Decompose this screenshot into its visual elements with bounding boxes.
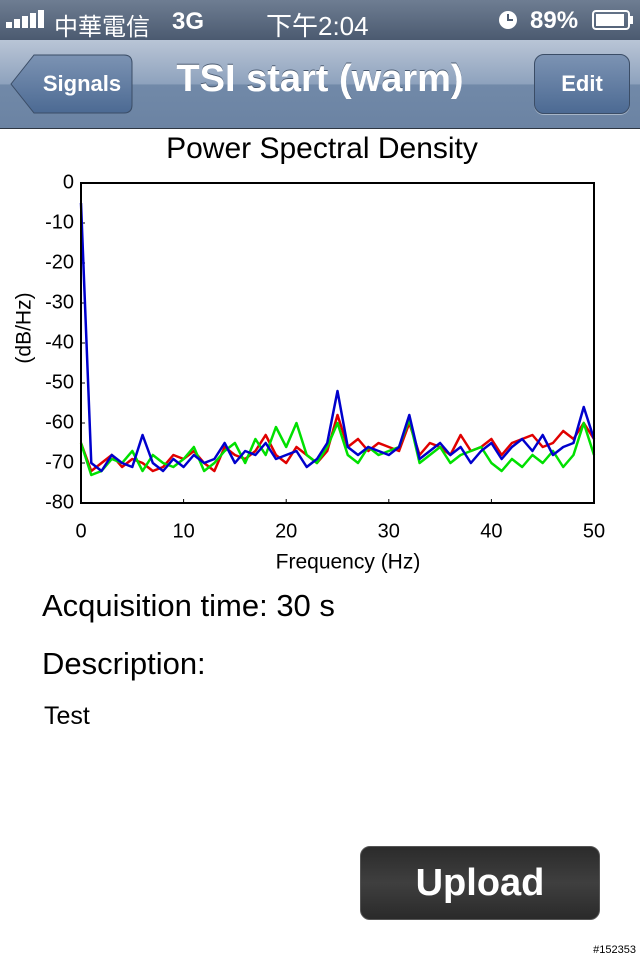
- acquisition-time: Acquisition time: 30 s: [42, 588, 335, 623]
- plot-frame: [80, 182, 595, 504]
- y-tick-label: -30: [45, 291, 74, 313]
- description-label: Description:: [42, 646, 206, 681]
- edit-button[interactable]: Edit: [534, 54, 630, 114]
- y-axis-label: (dB/Hz): [13, 292, 36, 363]
- data-line: [79, 417, 596, 477]
- network: 3G: [172, 8, 205, 35]
- carrier: 中華電信: [54, 14, 150, 41]
- x-tick-label: 50: [583, 520, 605, 542]
- chart-title: Power Spectral Density: [166, 132, 478, 165]
- y-tick-label: -50: [45, 371, 74, 393]
- back-button[interactable]: Signals: [10, 54, 134, 114]
- back-button-label[interactable]: Signals: [43, 71, 121, 96]
- y-tick-label: -60: [45, 411, 74, 433]
- description[interactable]: Test: [44, 702, 90, 730]
- x-tick-label: 10: [172, 520, 194, 542]
- y-tick-label: -20: [45, 251, 74, 273]
- chart: Power Spectral Density Frequency (Hz) (d…: [13, 132, 606, 574]
- battery-level: 89%: [530, 7, 579, 34]
- x-tick-label: 40: [480, 520, 502, 542]
- y-tick-label: -80: [45, 491, 74, 513]
- alarm-icon: [499, 11, 517, 29]
- status-bar: 中華電信 3G 下午2:04 89%: [0, 0, 640, 41]
- watermark: #152353: [593, 944, 636, 956]
- y-tick-label: -40: [45, 331, 74, 353]
- nav-title: TSI start (warm): [176, 58, 464, 100]
- upload-button[interactable]: Upload: [360, 846, 600, 920]
- y-tick-label: -70: [45, 451, 74, 473]
- x-tick-label: 0: [75, 520, 86, 542]
- data-line: [79, 202, 596, 473]
- time: 下午2:04: [266, 11, 369, 41]
- y-tick-label: -10: [45, 211, 74, 233]
- signal-icon: [6, 10, 44, 28]
- battery-icon: [592, 10, 633, 30]
- x-axis-label: Frequency (Hz): [276, 551, 421, 574]
- x-tick-label: 30: [378, 520, 400, 542]
- x-tick-label: 20: [275, 520, 297, 542]
- nav-bar: Signals TSI start (warm) Edit: [0, 40, 640, 129]
- y-tick-label: 0: [63, 171, 74, 193]
